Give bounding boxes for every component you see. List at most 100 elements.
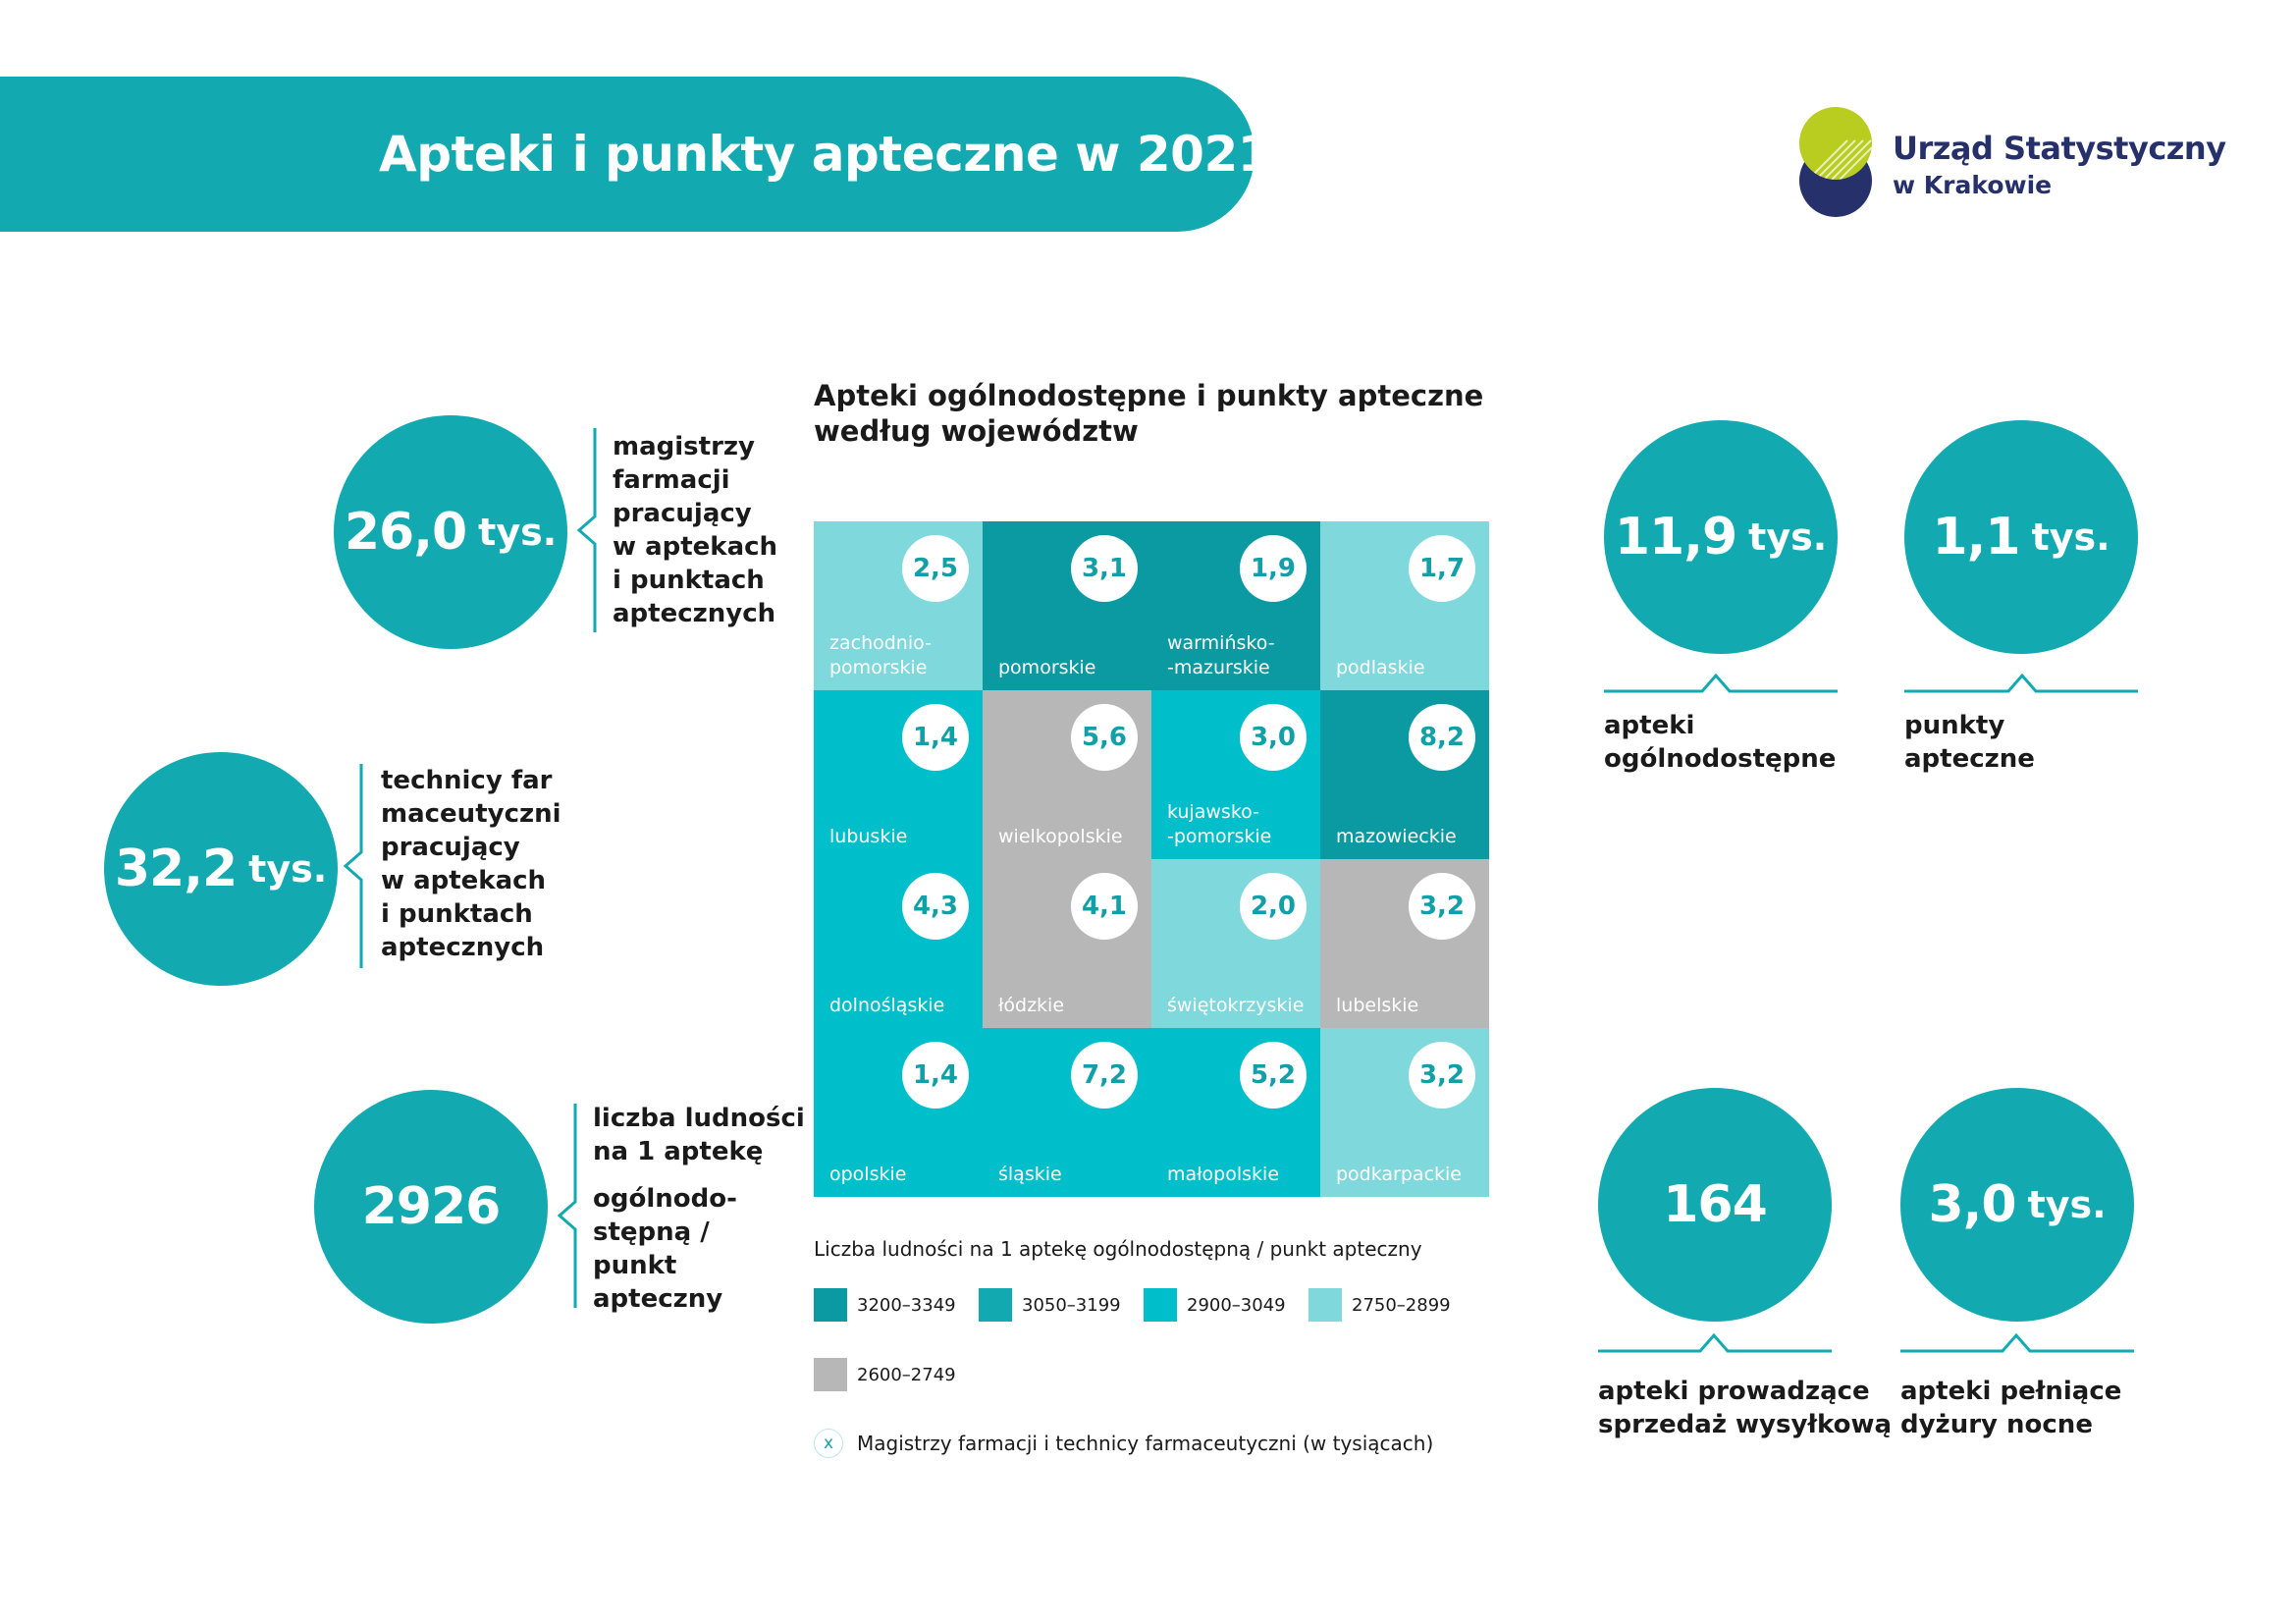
legend-item: 3050–3199 xyxy=(979,1288,1121,1322)
pointer-line-icon xyxy=(1900,1332,2134,1353)
stat-unit: tys. xyxy=(478,511,558,554)
legend-swatch xyxy=(814,1358,847,1391)
value-badge: 5,2 xyxy=(1240,1042,1307,1109)
stat-circle-mail-order: 164 xyxy=(1598,1088,1832,1322)
voivodeship-name: mazowieckie xyxy=(1336,826,1457,847)
legend-item: 2600–2749 xyxy=(814,1358,956,1391)
stat-desc-pharmacies: apteki ogólnodostępne xyxy=(1604,711,1837,774)
voivodeship-name: śląskie xyxy=(998,1164,1062,1185)
x-badge-icon: x xyxy=(814,1429,843,1458)
value-badge: 1,4 xyxy=(902,1042,969,1109)
logo-icon xyxy=(1799,107,1872,217)
voivodeship-name: kujawsko- -pomorskie xyxy=(1167,801,1272,847)
stat-desc-night-duty: apteki pełniące dyżury nocne xyxy=(1900,1377,2122,1439)
stat-circle-pharmacy-points: 1,1 tys. xyxy=(1904,420,2138,654)
voivodeship-name: wielkopolskie xyxy=(998,826,1123,847)
voivodeship-cell: 1,4 lubuskie xyxy=(814,690,983,859)
legend-title: Liczba ludności na 1 aptekę ogólnodostęp… xyxy=(814,1237,1422,1261)
legend-swatch xyxy=(1144,1288,1177,1322)
stat-desc-pharmacy-points: punkty apteczne xyxy=(1904,711,2035,774)
legend-swatch xyxy=(814,1288,847,1322)
voivodeship-cell: 3,2 podkarpackie xyxy=(1320,1028,1489,1197)
stat-value: 164 xyxy=(1663,1175,1768,1234)
voivodeship-name: lubelskie xyxy=(1336,995,1419,1016)
value-badge: 1,7 xyxy=(1409,535,1475,602)
stat-circle-pharmacists: 26,0 tys. xyxy=(334,415,567,649)
brace-icon xyxy=(343,764,363,968)
x-legend: x Magistrzy farmacji i technicy farmaceu… xyxy=(814,1429,1433,1458)
stat-circle-population: 2926 xyxy=(314,1090,548,1324)
value-badge: 8,2 xyxy=(1409,704,1475,771)
voivodeship-name: małopolskie xyxy=(1167,1164,1280,1185)
stat-desc-technicians: technicy far maceutyczni pracujący w apt… xyxy=(381,766,561,962)
legend-label: 2750–2899 xyxy=(1352,1294,1451,1316)
stat-value: 2926 xyxy=(361,1177,502,1236)
voivodeship-name: lubuskie xyxy=(829,826,908,847)
stat-desc-pharmacists: magistrzy farmacji pracujący w aptekach … xyxy=(613,432,778,628)
legend-swatch xyxy=(1308,1288,1342,1322)
voivodeship-cell: 3,1 pomorskie xyxy=(983,521,1151,690)
value-badge: 3,1 xyxy=(1071,535,1138,602)
legend-label: 3050–3199 xyxy=(1022,1294,1121,1316)
chart-title: Apteki ogólnodostępne i punkty apteczne … xyxy=(814,379,1484,448)
voivodeship-cell: 2,5 zachodnio-pomorskie xyxy=(814,521,983,690)
voivodeship-cell: 4,3 dolnośląskie xyxy=(814,859,983,1028)
pointer-line-icon xyxy=(1904,673,2138,693)
logo-name: Urząd Statystyczny xyxy=(1893,130,2226,167)
value-badge: 4,1 xyxy=(1071,873,1138,940)
stat-value: 32,2 xyxy=(114,839,238,898)
pointer-line-icon xyxy=(1598,1332,1832,1353)
value-badge: 7,2 xyxy=(1071,1042,1138,1109)
voivodeship-name: podlaskie xyxy=(1336,657,1425,678)
value-badge: 1,4 xyxy=(902,704,969,771)
stat-value: 1,1 xyxy=(1932,508,2020,567)
voivodeship-cell: 2,0 świętokrzyskie xyxy=(1151,859,1320,1028)
voivodeship-name: podkarpackie xyxy=(1336,1164,1462,1185)
legend-label: 2900–3049 xyxy=(1187,1294,1286,1316)
value-badge: 5,6 xyxy=(1071,704,1138,771)
value-badge: 1,9 xyxy=(1240,535,1307,602)
legend-item: 2750–2899 xyxy=(1308,1288,1451,1322)
voivodeship-cell: 7,2 śląskie xyxy=(983,1028,1151,1197)
stat-value: 3,0 xyxy=(1928,1175,2016,1234)
value-badge: 4,3 xyxy=(902,873,969,940)
header-banner xyxy=(0,77,1255,232)
brace-icon xyxy=(557,1104,577,1308)
voivodeship-cell: 5,6 wielkopolskie xyxy=(983,690,1151,859)
stat-circle-night-duty: 3,0 tys. xyxy=(1900,1088,2134,1322)
stat-desc-population: liczba ludności na 1 aptekę ogólnodo- st… xyxy=(593,1104,805,1314)
voivodeship-name: dolnośląskie xyxy=(829,995,945,1016)
x-legend-text: Magistrzy farmacji i technicy farmaceuty… xyxy=(857,1432,1434,1455)
voivodeship-cell: 5,2 małopolskie xyxy=(1151,1028,1320,1197)
voivodeship-cell: 1,7 podlaskie xyxy=(1320,521,1489,690)
legend-item: 2900–3049 xyxy=(1144,1288,1286,1322)
stat-value: 26,0 xyxy=(344,503,467,562)
value-badge: 2,5 xyxy=(902,535,969,602)
legend-label: 3200–3349 xyxy=(857,1294,956,1316)
voivodeship-cell: 1,9 warmińsko- -mazurskie xyxy=(1151,521,1320,690)
stat-circle-pharmacies: 11,9 tys. xyxy=(1604,420,1838,654)
page-title: Apteki i punkty apteczne w 2021 r. xyxy=(379,126,1323,183)
voivodeship-name: opolskie xyxy=(829,1164,907,1185)
voivodeship-name: warmińsko- -mazurskie xyxy=(1167,632,1275,678)
stat-value: 11,9 xyxy=(1614,508,1737,567)
voivodeship-cell: 1,4 opolskie xyxy=(814,1028,983,1197)
brace-icon xyxy=(576,428,597,632)
voivodeship-name: zachodnio-pomorskie xyxy=(829,632,932,678)
stat-unit: tys. xyxy=(248,847,328,891)
value-badge: 2,0 xyxy=(1240,873,1307,940)
value-badge: 3,0 xyxy=(1240,704,1307,771)
voivodeship-cell: 4,1 łódzkie xyxy=(983,859,1151,1028)
stat-unit: tys. xyxy=(1748,515,1828,559)
legend-label: 2600–2749 xyxy=(857,1364,956,1385)
voivodeship-cell: 8,2 mazowieckie xyxy=(1320,690,1489,859)
pointer-line-icon xyxy=(1604,673,1838,693)
logo-city: w Krakowie xyxy=(1893,171,2053,199)
legend-item: 3200–3349 xyxy=(814,1288,956,1322)
logo: Urząd Statystyczny w Krakowie xyxy=(1789,106,2226,224)
legend-swatch xyxy=(979,1288,1012,1322)
voivodeship-grid: 2,5 zachodnio-pomorskie 3,1 pomorskie 1,9 war… xyxy=(814,521,1489,1197)
voivodeship-name: łódzkie xyxy=(998,995,1065,1016)
stat-unit: tys. xyxy=(2027,1183,2107,1226)
voivodeship-cell: 3,2 lubelskie xyxy=(1320,859,1489,1028)
